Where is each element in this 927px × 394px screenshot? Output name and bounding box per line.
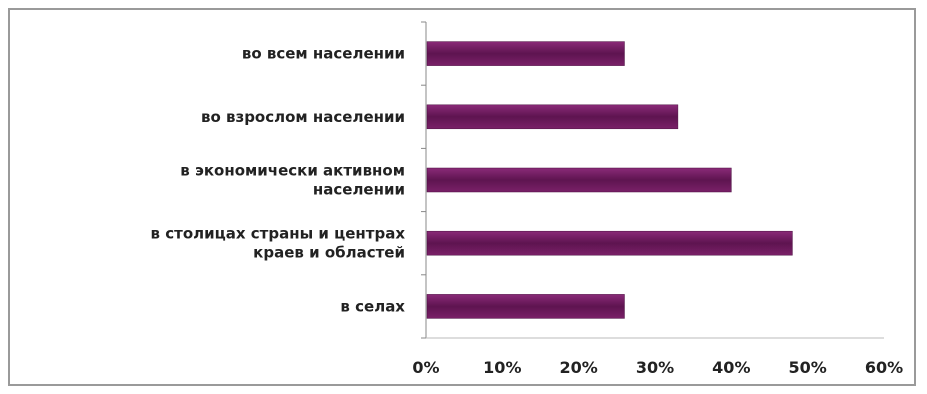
category-label: во всем населении bbox=[242, 45, 405, 63]
bar bbox=[426, 294, 625, 319]
bar bbox=[426, 41, 625, 66]
bar bbox=[426, 167, 732, 193]
x-tick-label: 20% bbox=[560, 358, 598, 377]
category-label: в экономически активном населении bbox=[180, 162, 405, 199]
bar bbox=[426, 230, 793, 256]
bar bbox=[426, 104, 679, 130]
category-label: во взрослом населении bbox=[201, 108, 405, 126]
x-tick-label: 10% bbox=[483, 358, 521, 377]
x-tick-label: 0% bbox=[412, 358, 439, 377]
category-label: в столицах страны и центрах краев и облас… bbox=[151, 225, 406, 262]
x-tick-label: 60% bbox=[865, 358, 903, 377]
category-label: в селах bbox=[340, 297, 405, 315]
chart-frame bbox=[8, 8, 916, 386]
x-tick-label: 40% bbox=[712, 358, 750, 377]
x-tick-label: 30% bbox=[636, 358, 674, 377]
x-tick-label: 50% bbox=[789, 358, 827, 377]
